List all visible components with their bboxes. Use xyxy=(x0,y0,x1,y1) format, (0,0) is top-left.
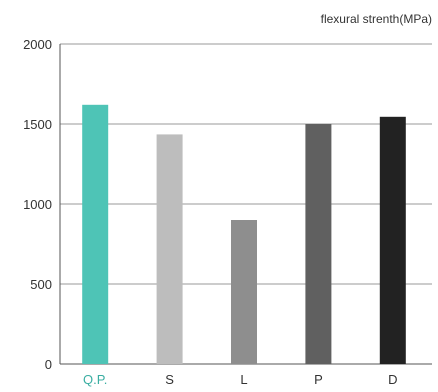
unit-label: flexural strenth(MPa) xyxy=(321,12,432,26)
category-labels: Q.P. S L P D xyxy=(83,372,397,387)
x-tick-label: D xyxy=(388,372,397,387)
bar-p xyxy=(305,124,332,364)
y-tick-label: 0 xyxy=(45,357,52,372)
x-tick-label: Q.P. xyxy=(83,372,107,387)
y-tick-label: 2000 xyxy=(23,37,52,52)
bar-l xyxy=(231,220,257,364)
y-tick-label: 1000 xyxy=(23,197,52,212)
x-tick-label: S xyxy=(165,372,174,387)
y-tick-label: 1500 xyxy=(23,117,52,132)
bar-qp xyxy=(82,104,109,365)
x-tick-label: L xyxy=(240,372,247,387)
bars xyxy=(82,104,406,365)
bar-s xyxy=(156,134,183,364)
y-tick-labels: 0 500 1000 1500 2000 xyxy=(23,37,52,372)
y-tick-label: 500 xyxy=(30,277,52,292)
bar-d xyxy=(379,116,406,364)
x-tick-label: P xyxy=(314,372,323,387)
